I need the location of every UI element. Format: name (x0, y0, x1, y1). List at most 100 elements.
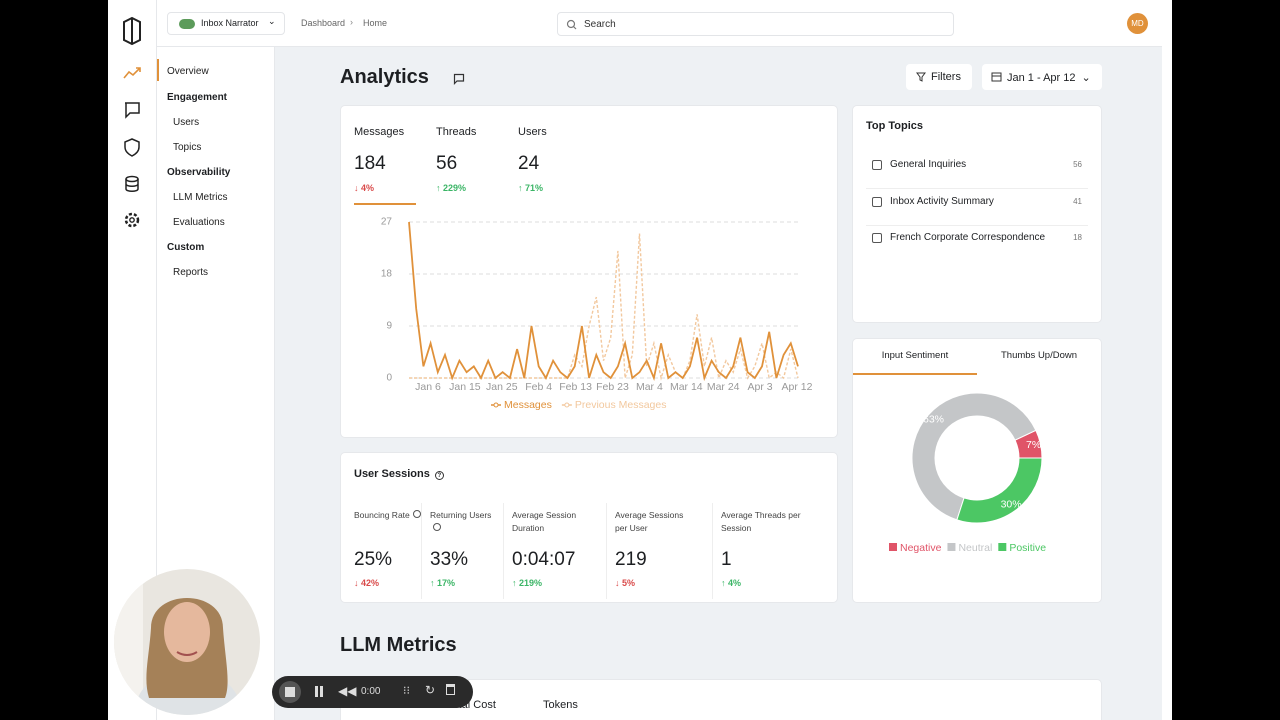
stat-label: Users (518, 126, 547, 138)
metric-label: Average Sessions per User (615, 509, 687, 534)
slice-label: 30% (1001, 499, 1022, 511)
grid-button[interactable]: ⁝⁝ (403, 685, 410, 697)
date-range-label: Jan 1 - Apr 12 (1007, 72, 1076, 84)
tab[interactable]: Thumbs Up/Down (1000, 350, 1078, 361)
tab-indicator (853, 373, 977, 375)
crumb-sep: › (350, 17, 353, 27)
slice-label: 7% (1026, 439, 1041, 451)
metric-change: 5% (615, 578, 635, 588)
search-placeholder: Search (584, 19, 616, 30)
settings-icon[interactable] (124, 212, 140, 228)
legend-swatch (889, 543, 897, 551)
change-text: 71% (518, 183, 543, 193)
donut-slice (956, 457, 1043, 524)
nav-section: Custom (167, 242, 205, 253)
sentiment-card: Input Sentiment Thumbs Up/Down 7% 63% 30% N… (853, 339, 1101, 602)
metric-value: 219 (615, 549, 647, 570)
nav-item[interactable]: Evaluations (173, 217, 225, 228)
crumb[interactable]: Dashboard (301, 18, 346, 28)
legend-label: Negative (900, 542, 942, 554)
avatar[interactable]: MD (1127, 13, 1148, 34)
change-text: 219% (512, 578, 542, 588)
stat-label: Threads (436, 126, 477, 138)
sessions-card: User Sessions? Bouncing Rate 25% 42% Return… (341, 453, 837, 602)
comment-icon[interactable] (453, 73, 465, 85)
search-icon (566, 19, 577, 30)
page-title: Analytics (340, 66, 429, 88)
sessions-title: User Sessions? (354, 468, 444, 480)
trend-icon[interactable] (123, 67, 141, 79)
chat-icon[interactable] (125, 102, 140, 119)
y-tick-label: 18 (381, 269, 393, 280)
nav-item[interactable]: Reports (173, 267, 209, 278)
help-icon[interactable]: ? (434, 471, 444, 480)
nav-section: Engagement (167, 92, 228, 103)
y-tick-label: 27 (381, 217, 393, 228)
app: Overview Engagement Users Topics Observabil… (108, 0, 1172, 720)
nav-item[interactable]: Topics (173, 142, 202, 153)
metric-label: Bouncing Rate (354, 509, 426, 522)
y-tick-label: 0 (386, 373, 392, 384)
change-text: 42% (354, 578, 379, 588)
change-text: 4% (721, 578, 741, 588)
nav-item[interactable]: Users (173, 117, 200, 128)
restart-button[interactable]: ↻ (425, 683, 436, 697)
pause-button[interactable] (315, 686, 318, 697)
divider (503, 503, 504, 599)
scroll-gutter (1162, 0, 1172, 720)
nav-overview[interactable]: Overview (167, 66, 209, 77)
tab-active[interactable]: Input Sentiment (881, 350, 949, 361)
metric-label: Returning Users (430, 509, 502, 534)
legend-dot (564, 402, 570, 408)
x-tick-label: Jan 6 (415, 381, 441, 393)
x-tick-label: Feb 4 (525, 381, 552, 393)
legend-label: Positive (1009, 542, 1046, 554)
nav-item[interactable]: LLM Metrics (173, 192, 228, 203)
llm-title: LLM Metrics (340, 634, 457, 656)
divider (712, 503, 713, 599)
checkbox[interactable] (872, 160, 882, 170)
topic-count: 41 (1073, 196, 1082, 206)
chevron: ⌄ (1081, 72, 1091, 84)
legend-label: Neutral (958, 542, 992, 554)
crumb: Home (363, 18, 388, 28)
search-box[interactable]: Search (557, 12, 954, 36)
legend-swatch (998, 543, 1007, 551)
metric-label: Average Threads per Session (721, 509, 816, 534)
db-icon[interactable] (125, 175, 139, 183)
slice-label: 63% (923, 413, 944, 425)
topic-row[interactable]: General Inquiries 56 (866, 159, 1088, 189)
stat-label: Messages (354, 126, 405, 138)
topic-row[interactable]: Inbox Activity Summary 41 (866, 196, 1088, 226)
shield-icon[interactable] (124, 138, 140, 157)
help-icon[interactable] (412, 510, 421, 518)
workspace-select[interactable]: Inbox Narrator ⌄ (167, 12, 285, 35)
line-series (409, 233, 799, 381)
topic-name: Inbox Activity Summary (890, 195, 994, 207)
metric-change: 4% (721, 578, 741, 588)
message-chart: 0 9 18 27 Jan 6 Jan 15 Jan 25 Feb 4 Feb 13 Feb 23… (381, 217, 813, 411)
filters-label: Filters (931, 71, 961, 83)
metric-value: 1 (721, 549, 732, 570)
topic-count: 18 (1073, 233, 1082, 242)
stat-value: 184 (354, 153, 386, 174)
checkbox[interactable] (872, 233, 882, 243)
timer: 0:00 (361, 686, 381, 697)
help-icon[interactable] (433, 522, 441, 531)
checkbox[interactable] (872, 196, 882, 207)
llm-tab[interactable]: Tokens (543, 699, 578, 711)
divider (606, 503, 607, 599)
metric-value: 33% (430, 549, 469, 570)
stat-selected (354, 203, 416, 205)
rewind-button[interactable]: ◀◀ (338, 684, 357, 698)
legend-swatch (947, 543, 956, 551)
stat-change: 4% (354, 183, 374, 193)
metric-change: 219% (512, 578, 542, 588)
stop-button[interactable] (279, 681, 301, 703)
x-tick-label: Jan 15 (449, 381, 481, 393)
filters-button[interactable]: Filters (906, 64, 972, 90)
delete-button[interactable] (446, 684, 455, 695)
date-range[interactable]: Jan 1 - Apr 12 ⌄ (982, 64, 1102, 90)
topic-row[interactable]: French Corporate Correspondence 18 (866, 232, 1088, 262)
